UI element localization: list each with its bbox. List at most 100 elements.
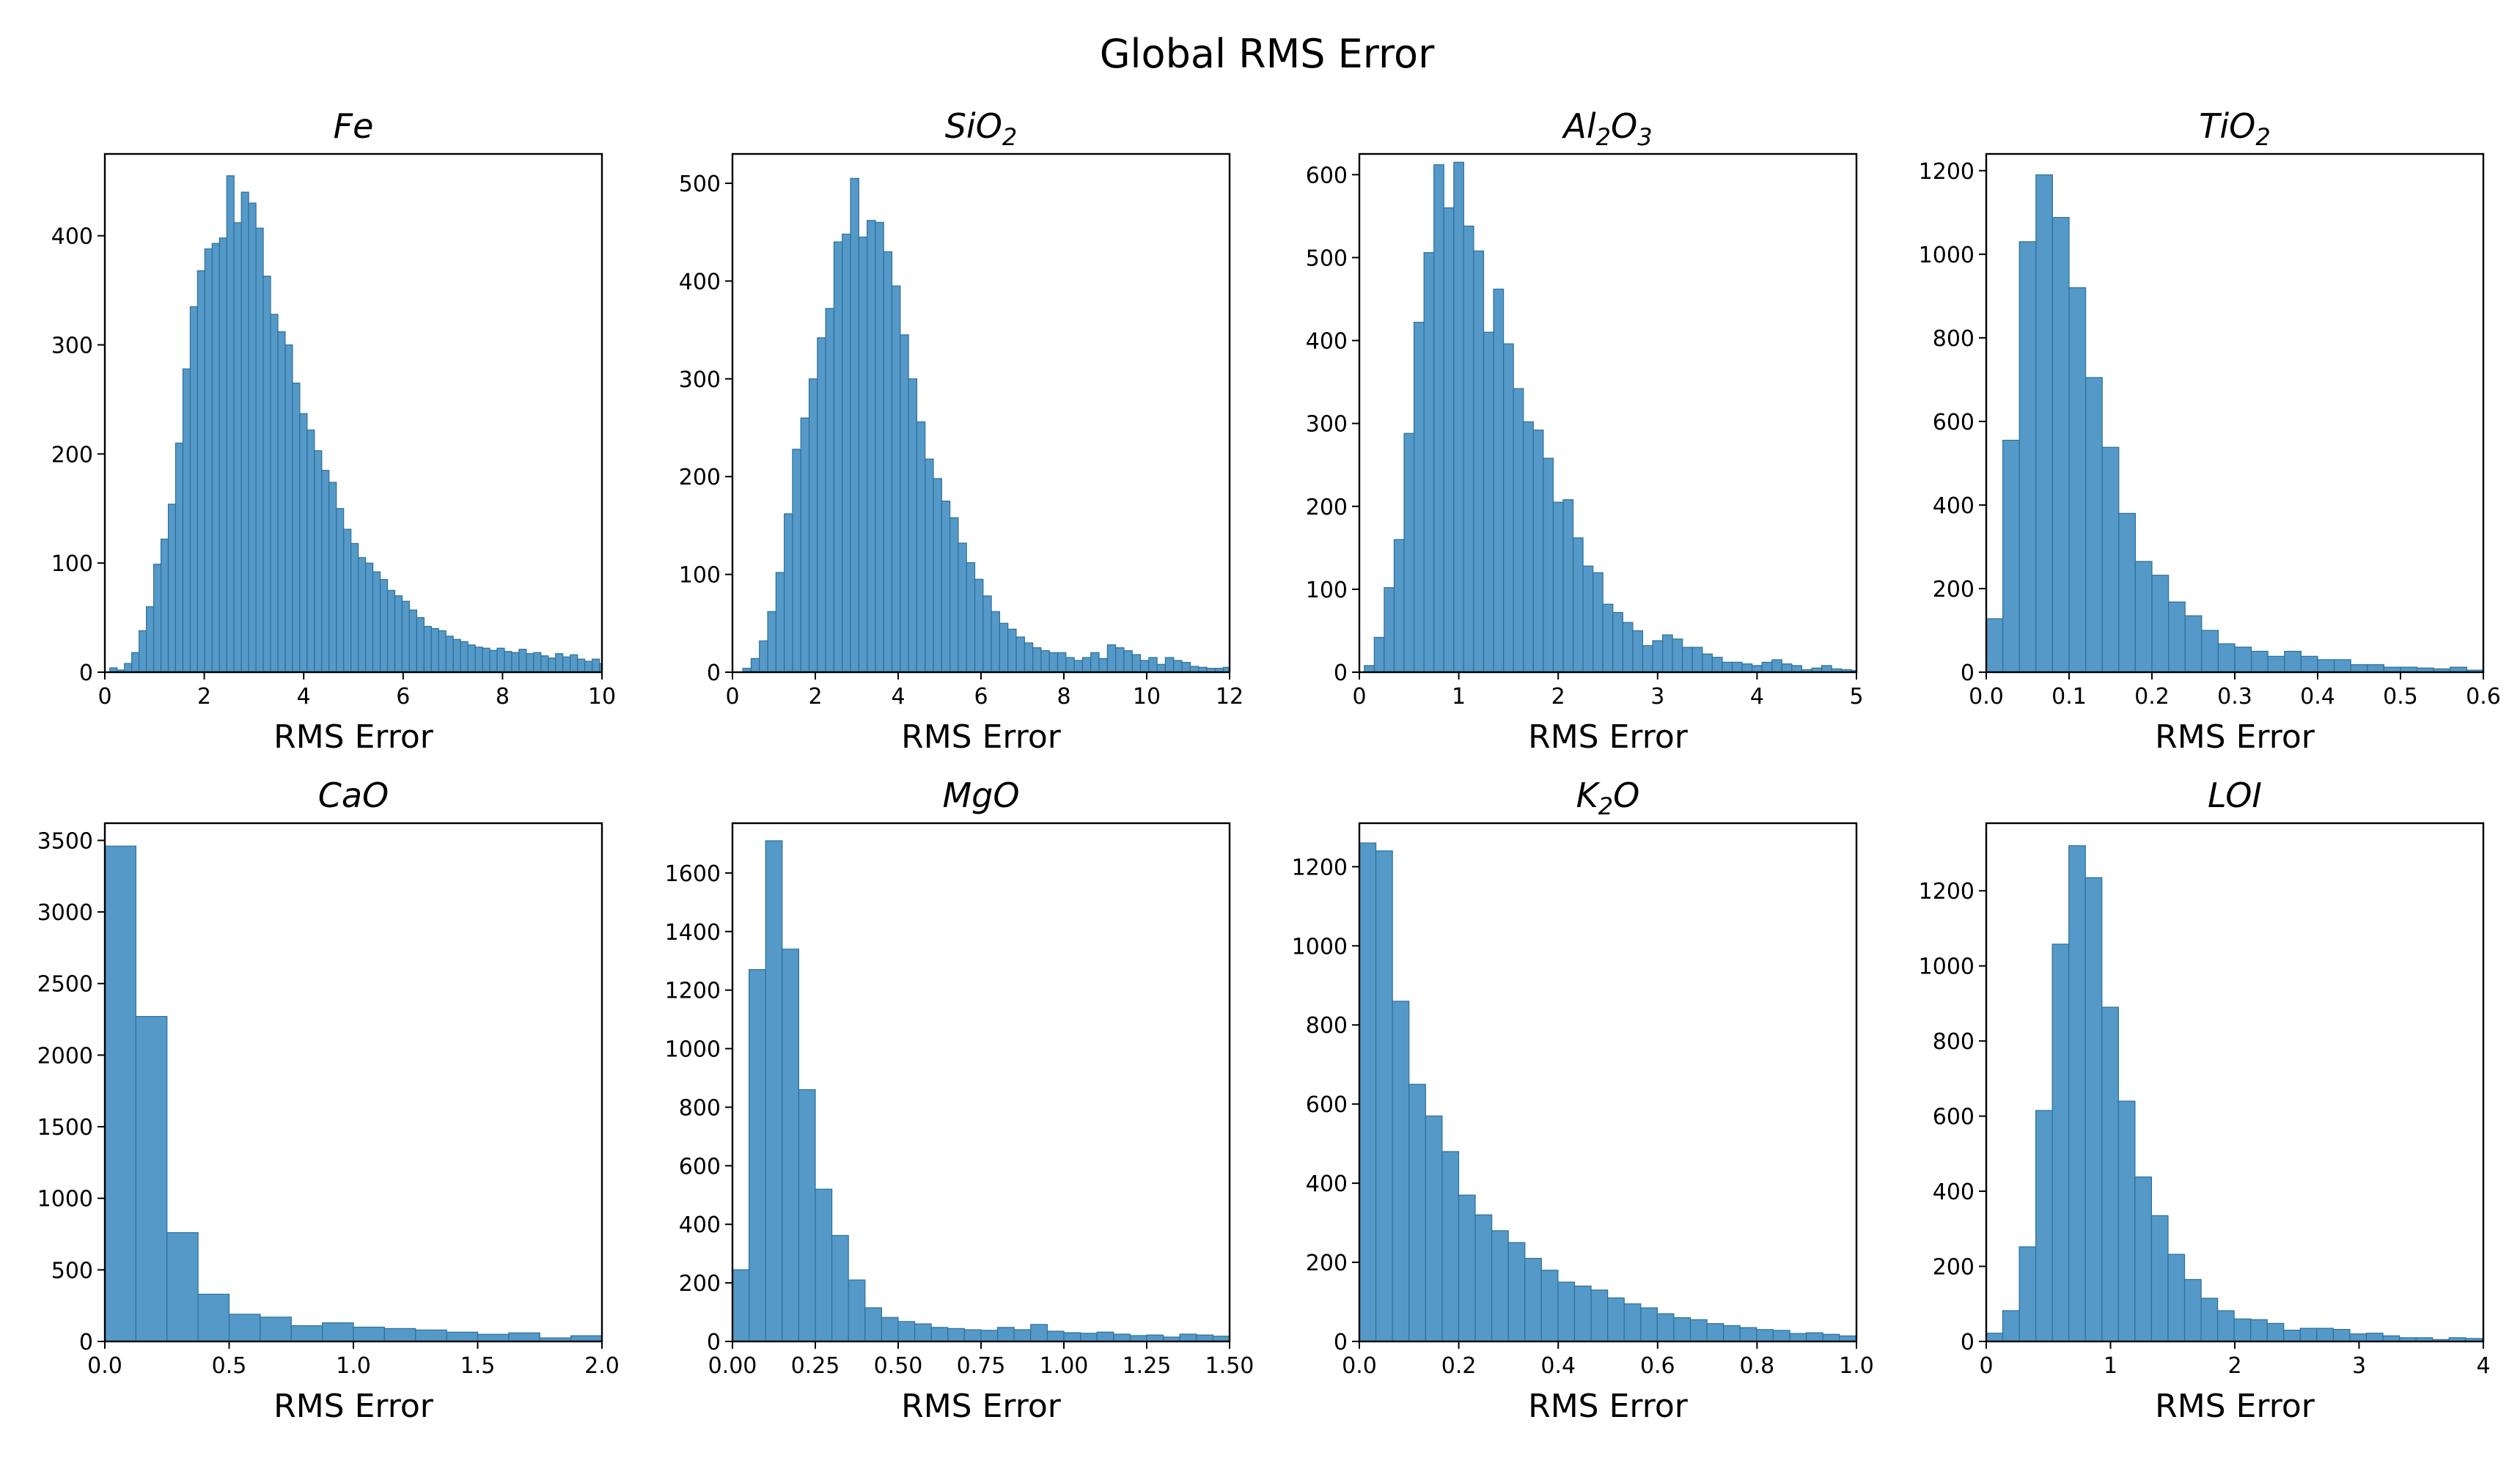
histogram-bar (104, 845, 136, 1342)
x-axis-label: RMS Error (2155, 1388, 2315, 1425)
y-tick-label: 1000 (1292, 934, 1348, 960)
histogram-bar (1146, 1334, 1164, 1342)
histogram-bar (925, 458, 934, 673)
histogram-bar (916, 421, 926, 673)
histogram-bar (1081, 657, 1092, 673)
histogram-bar (825, 308, 835, 673)
histogram-bar (540, 655, 549, 673)
histogram-bar (328, 482, 337, 673)
x-tick-label: 1.0 (336, 1353, 371, 1379)
histogram-bar (1552, 501, 1564, 673)
histogram-bar (1761, 661, 1773, 673)
histogram-bar (1474, 1214, 1493, 1342)
y-tick-label: 400 (1933, 493, 1975, 519)
histogram-bar (1602, 603, 1614, 673)
histogram-bar (196, 270, 205, 673)
histogram-bar (438, 630, 447, 673)
histogram-bar (798, 1089, 816, 1342)
histogram-bar (1046, 1330, 1065, 1342)
histogram-bar (383, 1328, 416, 1342)
y-tick-label: 300 (679, 367, 721, 393)
histogram-bar (908, 378, 918, 673)
histogram-bar (2018, 1246, 2037, 1342)
histogram-bar (1723, 1325, 1741, 1342)
histogram-bar (800, 417, 810, 673)
y-tick-label: 200 (1933, 577, 1975, 603)
histogram-bar (270, 314, 279, 673)
histogram-bar (1032, 647, 1042, 673)
y-tick-label: 300 (1306, 412, 1348, 438)
histogram-bar (445, 636, 454, 673)
histogram-bar (914, 1323, 932, 1342)
y-tick-label: 400 (51, 224, 93, 250)
histogram-bar (864, 1307, 883, 1342)
histogram-bar (1408, 1083, 1426, 1342)
histogram-bar (2234, 647, 2252, 673)
y-tick-label: 600 (1933, 1105, 1975, 1130)
x-tick-label: 12 (1216, 684, 1244, 710)
y-tick-label: 500 (51, 1258, 93, 1284)
histogram-bar (2251, 650, 2269, 673)
histogram-bar (2266, 1322, 2285, 1342)
histogram-bar (1364, 665, 1375, 673)
x-tick-label: 10 (588, 684, 616, 710)
histogram-bar (897, 1321, 916, 1342)
histogram-bar (1791, 665, 1803, 673)
histogram-bar (408, 609, 417, 673)
histogram-bar (1441, 1151, 1460, 1342)
histogram-bar (1771, 659, 1782, 673)
histogram-bar (1425, 1115, 1443, 1342)
histogram-bar (891, 285, 901, 673)
y-tick-label: 100 (679, 563, 721, 589)
histogram-bar (759, 640, 768, 673)
y-tick-label: 1600 (665, 861, 721, 887)
histogram-bar (792, 449, 801, 673)
histogram-bar (2168, 601, 2186, 673)
histogram-panel: 0.0 0.1 0.2 0.3 0.4 0.5 0.6 0 200 400 600 800 1000 12… (1919, 106, 2501, 756)
histogram-bar (748, 969, 766, 1342)
histogram-bar (817, 337, 826, 673)
y-tick-label: 0 (707, 1330, 721, 1355)
y-tick-label: 0 (1961, 1330, 1975, 1355)
y-tick-label: 0 (707, 660, 721, 686)
histogram-bar (1557, 1281, 1576, 1342)
x-tick-label: 6 (396, 684, 410, 710)
y-tick-label: 300 (51, 333, 93, 358)
histogram-bar (1015, 636, 1025, 673)
histogram-bar (2349, 1333, 2367, 1342)
panel-title-subscript: 2 (1598, 792, 1613, 820)
histogram-bar (1181, 662, 1191, 673)
histogram-bar (1573, 1285, 1592, 1342)
histogram-bar (1048, 652, 1059, 673)
histogram-bar (446, 1331, 479, 1342)
plot-frame (1358, 822, 1858, 1343)
x-tick-label: 0.5 (2383, 684, 2418, 710)
panel-title: SiO2 (945, 106, 1018, 151)
histogram-bar (394, 595, 403, 673)
y-tick-label: 600 (679, 1154, 721, 1179)
x-tick-label: 2.0 (584, 1353, 620, 1379)
histogram-bar (930, 1327, 949, 1342)
x-tick-label: 2 (808, 684, 822, 710)
histogram-bar (1057, 652, 1067, 673)
histogram-bar (228, 1314, 261, 1342)
plot-frame (1358, 152, 1858, 674)
y-tick-label: 3000 (37, 900, 93, 926)
histogram-bar (982, 595, 992, 673)
x-tick-label: 1.0 (1839, 1353, 1874, 1379)
histogram-bar (489, 649, 498, 673)
histogram-bar (365, 562, 374, 673)
histogram-bar (867, 220, 876, 673)
y-tick-label: 1200 (1292, 855, 1348, 880)
panel-title-text: SiO (945, 106, 1002, 146)
histogram-bar (2284, 650, 2302, 673)
histogram-bar (1491, 1230, 1509, 1342)
histogram-bar (1572, 537, 1584, 673)
histogram-bar (974, 578, 984, 673)
y-tick-label: 600 (1306, 163, 1348, 188)
histogram-bar (732, 1269, 750, 1342)
y-tick-label: 0 (79, 1330, 93, 1355)
panel-title: Al2O3 (1561, 106, 1652, 151)
